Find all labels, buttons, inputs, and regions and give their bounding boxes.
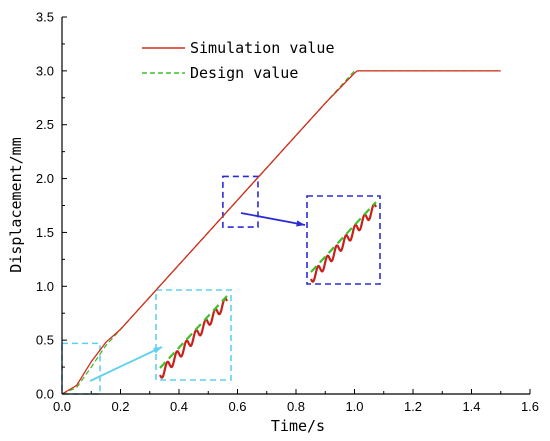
y-tick-label-5: 2.5 (36, 117, 54, 132)
y-axis-title: Displacement/mm (7, 137, 25, 272)
y-tick-label-3: 1.5 (36, 225, 54, 240)
legend: Simulation value Design value (142, 39, 335, 82)
x-axis-title: Time/s (271, 417, 325, 435)
y-tick-label-1: 0.5 (36, 333, 54, 348)
x-tick-label-3: 0.6 (228, 399, 246, 414)
zoom-region-lower (61, 342, 101, 395)
inset-lower-design (159, 295, 228, 369)
x-tick-label-2: 0.4 (170, 399, 188, 414)
series-simulation-value (61, 70, 501, 395)
zoom-region-upper (222, 175, 259, 228)
series-design-value (61, 70, 501, 395)
y-tick-label-0: 0.0 (36, 387, 54, 402)
arrow-upper-head (296, 220, 305, 227)
series-layer (61, 70, 501, 395)
y-tick-label-7: 3.5 (36, 10, 54, 25)
inset-upper-design (310, 201, 377, 273)
x-tick-label-1: 0.2 (111, 399, 129, 414)
y-tick-label-4: 2.0 (36, 171, 54, 186)
x-tick-label-5: 1.0 (345, 399, 363, 414)
arrow-lower-head (153, 347, 162, 354)
zoom-insets (61, 175, 381, 395)
x-tick-label-0: 0.0 (53, 399, 71, 414)
x-tick-label-4: 0.8 (287, 399, 305, 414)
arrow-lower (89, 346, 163, 382)
x-tick-label-8: 1.6 (521, 399, 539, 414)
x-tick-label-7: 1.4 (462, 399, 480, 414)
arrow-upper (240, 212, 306, 226)
legend-label-1: Design value (190, 64, 298, 82)
x-tick-label-6: 1.2 (404, 399, 422, 414)
legend-label-0: Simulation value (190, 39, 335, 57)
y-tick-label-2: 1.0 (36, 279, 54, 294)
y-tick-label-6: 3.0 (36, 63, 54, 78)
axes: 0.0 0.2 0.4 0.6 0.8 1.0 1.2 1.4 1.6 0.0 0.5 1.0 1.5 2… (36, 10, 539, 415)
